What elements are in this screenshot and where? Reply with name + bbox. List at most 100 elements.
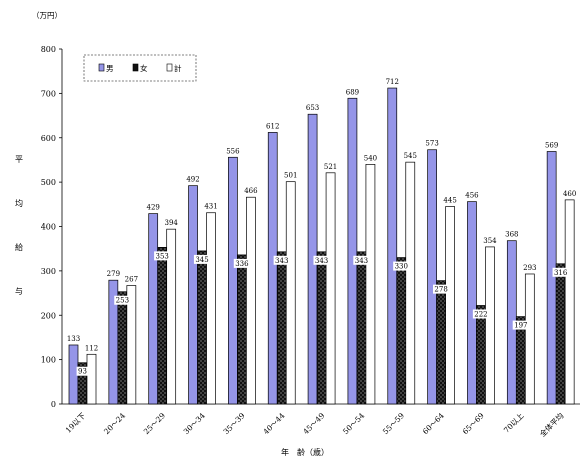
data-label-male: 689 <box>346 88 359 96</box>
data-label-male: 612 <box>266 122 279 130</box>
data-label-female: 336 <box>235 260 249 268</box>
data-label-female: 343 <box>315 257 328 265</box>
y-tick-label: 400 <box>41 223 56 232</box>
data-label-female: 330 <box>395 263 408 271</box>
x-axis-label: 年 齢（歳） <box>281 447 329 457</box>
data-label-male: 279 <box>107 270 120 278</box>
data-label-total: 267 <box>125 276 138 284</box>
bar-total <box>365 164 376 405</box>
bar-total <box>564 199 575 405</box>
x-tick-label: 25～29 <box>142 411 167 436</box>
bar-male <box>546 151 557 405</box>
data-label-male: 712 <box>386 78 399 86</box>
y-axis-label-char: 均 <box>15 198 23 208</box>
x-tick-label: 55～59 <box>381 411 406 436</box>
data-label-bg <box>472 309 490 319</box>
data-label-total: 521 <box>324 163 337 171</box>
bar-female <box>157 247 168 405</box>
bar-female <box>316 251 327 405</box>
data-label-male: 573 <box>425 140 438 148</box>
data-label-bg <box>114 295 131 305</box>
x-tick-label: 35～39 <box>222 411 247 436</box>
bar-male <box>267 132 278 405</box>
bar-male <box>467 201 477 405</box>
data-label-female: 316 <box>554 269 568 277</box>
x-tick-label: 40～44 <box>261 411 286 436</box>
data-label-female: 253 <box>116 297 129 305</box>
data-label-male: 429 <box>147 204 160 212</box>
bar-total <box>86 353 97 405</box>
data-labels: 133 93 112 279 253 267 429 353 394 492 345 431 556 33… <box>67 78 576 376</box>
y-tick-label: 700 <box>41 89 56 98</box>
data-label-bg <box>433 284 450 294</box>
x-tick-label: 45～49 <box>301 411 326 436</box>
bar-total <box>246 196 256 405</box>
legend: 男 女 計 <box>83 54 197 82</box>
data-label-female: 353 <box>156 252 169 260</box>
legend-label-male: 男 <box>106 64 114 73</box>
bar-total <box>445 206 455 405</box>
x-tick-label: 全体平均 <box>537 410 565 438</box>
bar-male <box>347 97 358 405</box>
data-label-bg <box>193 254 211 264</box>
y-axis-label-char: 与 <box>15 287 23 296</box>
y-tick-label: 600 <box>41 134 56 143</box>
y-tick-label: 200 <box>41 311 56 320</box>
y-tick-label: 100 <box>41 356 56 365</box>
bar-total <box>405 161 416 405</box>
data-label-male: 133 <box>67 335 80 343</box>
data-label-total: 545 <box>404 152 417 160</box>
data-label-bg <box>393 261 410 271</box>
data-label-total: 431 <box>204 203 217 211</box>
bar-female <box>276 251 287 405</box>
data-label-bg <box>273 255 290 265</box>
data-label-bg <box>76 366 89 376</box>
data-label-female: 343 <box>355 257 368 265</box>
bar-total <box>485 246 495 405</box>
data-label-total: 112 <box>85 344 98 352</box>
unit-label: （万円） <box>32 11 62 20</box>
x-tick-label: 65～69 <box>461 411 486 436</box>
bar-female <box>555 263 566 405</box>
data-label-total: 293 <box>523 264 536 272</box>
x-tick-label: 50～54 <box>341 411 366 436</box>
data-label-male: 653 <box>306 104 319 112</box>
data-label-total: 445 <box>443 197 456 205</box>
data-label-female: 197 <box>514 322 527 330</box>
y-tick-label: 500 <box>41 178 56 187</box>
data-label-bg <box>233 258 250 268</box>
data-label-male: 492 <box>186 176 199 184</box>
legend-label-total: 計 <box>174 63 182 73</box>
bar-total <box>166 228 177 405</box>
bar-female <box>117 291 128 405</box>
bar-total <box>524 273 535 405</box>
y-axis-label-char: 平 <box>15 155 23 164</box>
x-axis-ticks: 19以下 20～24 25～29 30～34 35～39 40～44 45～49 50～54 5… <box>64 410 566 438</box>
data-label-bg <box>154 251 171 261</box>
data-label-total: 460 <box>563 190 576 198</box>
data-label-total: 501 <box>284 172 297 180</box>
bar-female <box>515 316 526 405</box>
bar-female <box>356 251 367 405</box>
x-tick-label: 19以下 <box>64 411 88 435</box>
bar-total <box>126 285 137 405</box>
bar-female <box>476 305 486 405</box>
legend-swatch-female <box>132 63 139 72</box>
bar-male <box>188 185 198 405</box>
data-label-total: 540 <box>364 154 377 162</box>
data-label-bg <box>512 320 529 330</box>
bar-male <box>387 87 398 405</box>
y-tick-label: 800 <box>41 45 56 54</box>
data-label-female: 278 <box>434 286 447 294</box>
bar-total <box>285 181 296 405</box>
data-label-male: 556 <box>226 147 240 155</box>
x-tick-label: 60～64 <box>421 411 446 436</box>
data-label-total: 466 <box>244 187 258 195</box>
data-label-bg <box>313 255 330 265</box>
y-tick-label: 0 <box>51 400 56 409</box>
data-label-male: 456 <box>465 192 479 200</box>
data-label-female: 345 <box>195 256 208 264</box>
data-label-total: 394 <box>165 219 179 227</box>
